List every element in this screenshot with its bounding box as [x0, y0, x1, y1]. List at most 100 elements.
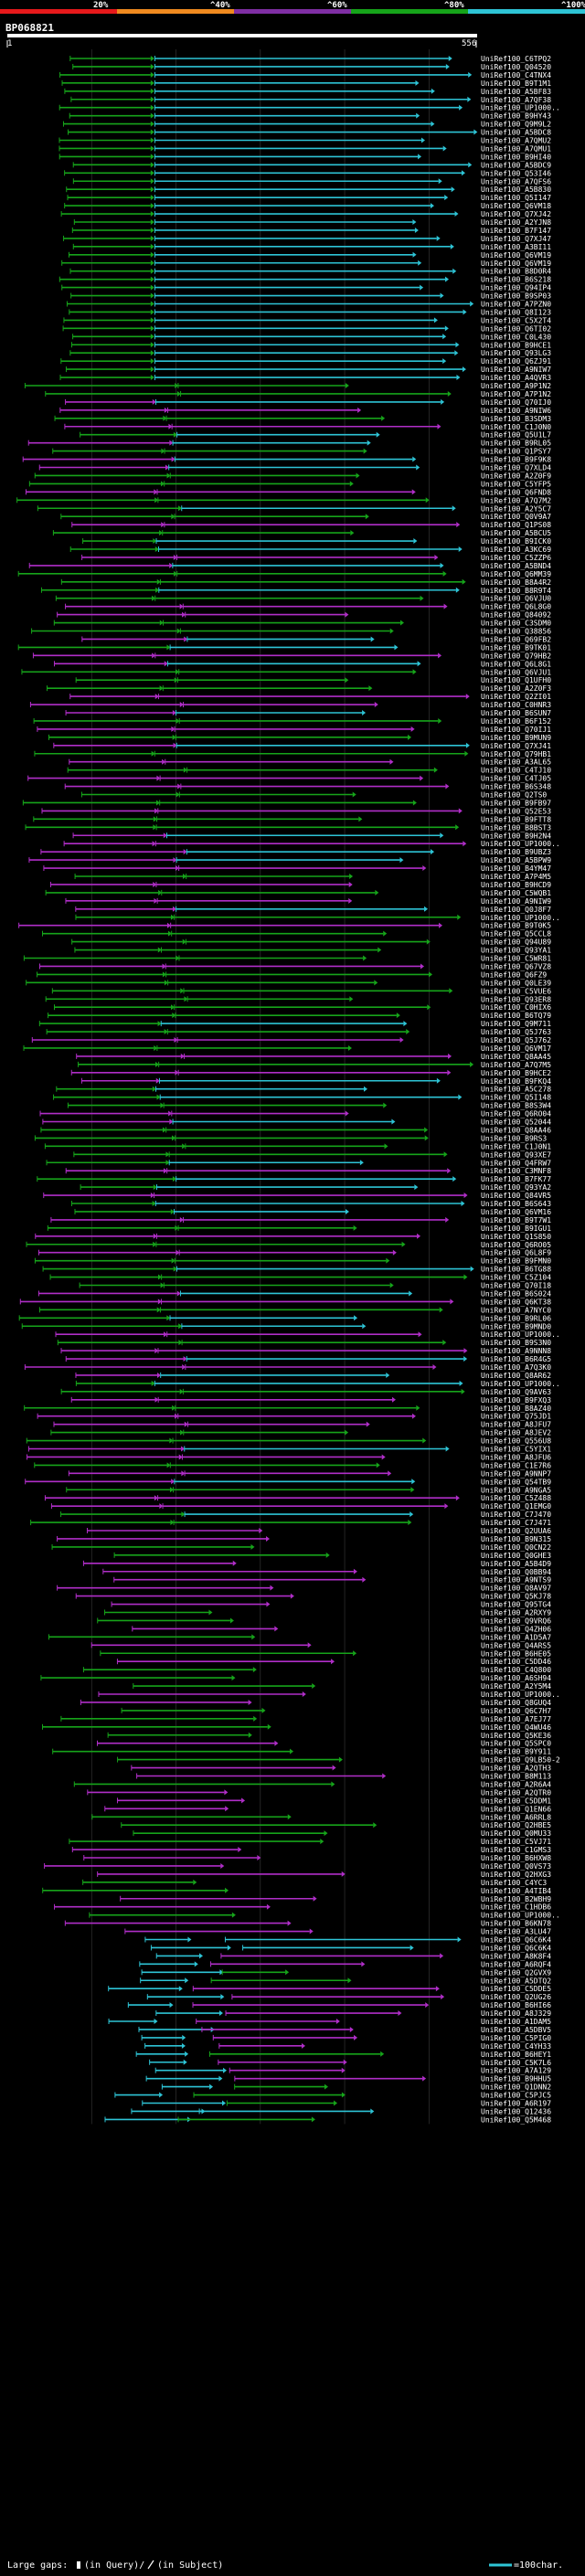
- hit-id[interactable]: UniRef100_A8JFU7: [481, 1421, 551, 1429]
- hit-id[interactable]: UniRef100_C3SDM0: [481, 620, 551, 628]
- hit-id[interactable]: UniRef100_C5WQB1: [481, 889, 551, 897]
- hit-id[interactable]: UniRef100_A7QMU1: [481, 144, 551, 153]
- hit-id[interactable]: UniRef100_Q94U89: [481, 938, 551, 947]
- hit-id[interactable]: UniRef100_A9NGA5: [481, 1486, 551, 1494]
- hit-id[interactable]: UniRef100_B7FK77: [481, 1175, 551, 1183]
- hit-id[interactable]: UniRef100_Q7XJ41: [481, 742, 551, 750]
- hit-id[interactable]: UniRef100_A5BPW9: [481, 856, 551, 864]
- hit-id[interactable]: UniRef100_Q67VZ8: [481, 962, 551, 970]
- hit-id[interactable]: UniRef100_C5X2T4: [481, 316, 551, 324]
- hit-id[interactable]: UniRef100_Q8AR62: [481, 1372, 551, 1380]
- hit-id[interactable]: UniRef100_Q6TI02: [481, 324, 551, 333]
- hit-id[interactable]: UniRef100_B9SP03: [481, 292, 551, 301]
- hit-id[interactable]: UniRef100_A6SH94: [481, 1674, 551, 1682]
- hit-id[interactable]: UniRef100_A9NIW7: [481, 366, 551, 374]
- hit-id[interactable]: UniRef100_A9P1N2: [481, 382, 551, 390]
- hit-id[interactable]: UniRef100_A5BDC8: [481, 129, 551, 137]
- hit-id[interactable]: UniRef100_C5ZZP6: [481, 554, 551, 562]
- hit-id[interactable]: UniRef100_B9RL05: [481, 440, 551, 448]
- hit-id[interactable]: UniRef100_C1E7R6: [481, 1461, 551, 1469]
- hit-id[interactable]: UniRef100_B9MND0: [481, 1322, 551, 1330]
- hit-id[interactable]: UniRef100_Q6VJU0: [481, 595, 551, 603]
- hit-id[interactable]: UniRef100_Q1PS08: [481, 521, 551, 529]
- hit-id[interactable]: UniRef100_B6F152: [481, 717, 551, 726]
- hit-id[interactable]: UniRef100_C5DD46: [481, 1658, 551, 1666]
- hit-id[interactable]: UniRef100_C5VUE6: [481, 987, 551, 995]
- hit-id[interactable]: UniRef100_Q2HXG3: [481, 1871, 551, 1879]
- hit-id[interactable]: UniRef100_A7NYC0: [481, 1306, 551, 1314]
- hit-id[interactable]: UniRef100_C5Z488: [481, 1494, 551, 1502]
- hit-id[interactable]: UniRef100_B6HEY1: [481, 2051, 551, 2059]
- hit-id[interactable]: UniRef100_Q93ER8: [481, 995, 551, 1003]
- hit-id[interactable]: UniRef100_UP1000..: [481, 1691, 560, 1699]
- hit-id[interactable]: UniRef100_B6HI66: [481, 2001, 551, 2009]
- hit-id[interactable]: UniRef100_C1HDB6: [481, 1903, 551, 1912]
- hit-id[interactable]: UniRef100_A7PZN0: [481, 301, 551, 309]
- hit-id[interactable]: UniRef100_Q9LB50-2: [481, 1756, 560, 1765]
- hit-id[interactable]: UniRef100_B9TK01: [481, 643, 551, 652]
- hit-id[interactable]: UniRef100_Q5J763: [481, 1028, 551, 1036]
- hit-id[interactable]: UniRef100_B8R9T4: [481, 587, 551, 595]
- hit-id[interactable]: UniRef100_Q6C7H7: [481, 1707, 551, 1715]
- hit-id[interactable]: UniRef100_Q6L8G0: [481, 603, 551, 611]
- hit-id[interactable]: UniRef100_B9FMN0: [481, 1257, 551, 1266]
- hit-id[interactable]: UniRef100_A9NIW9: [481, 897, 551, 906]
- hit-id[interactable]: UniRef100_Q54TB9: [481, 1478, 551, 1486]
- hit-id[interactable]: UniRef100_Q69FB2: [481, 635, 551, 643]
- hit-id[interactable]: UniRef100_C5Z104: [481, 1274, 551, 1282]
- hit-id[interactable]: UniRef100_Q6VM18: [481, 202, 551, 210]
- hit-id[interactable]: UniRef100_A2YJN8: [481, 218, 551, 227]
- hit-id[interactable]: UniRef100_B8A4R2: [481, 578, 551, 587]
- hit-id[interactable]: UniRef100_Q6FND8: [481, 488, 551, 496]
- hit-id[interactable]: UniRef100_A8JEV2: [481, 1429, 551, 1437]
- hit-id[interactable]: UniRef100_B9FTT8: [481, 815, 551, 823]
- hit-id[interactable]: UniRef100_Q6VM17: [481, 1044, 551, 1053]
- hit-id[interactable]: UniRef100_Q75JD1: [481, 1413, 551, 1421]
- hit-id[interactable]: UniRef100_Q6C6K4: [481, 1936, 551, 1945]
- hit-id[interactable]: UniRef100_Q84092: [481, 611, 551, 620]
- hit-id[interactable]: UniRef100_Q9M9L2: [481, 121, 551, 129]
- hit-id[interactable]: UniRef100_Q0LE39: [481, 979, 551, 987]
- hit-id[interactable]: UniRef100_B3SDM3: [481, 415, 551, 423]
- hit-id[interactable]: UniRef100_Q5J762: [481, 1036, 551, 1044]
- hit-id[interactable]: UniRef100_C0HNR3: [481, 701, 551, 709]
- hit-id[interactable]: UniRef100_A2QTR0: [481, 1788, 551, 1797]
- hit-id[interactable]: UniRef100_A5B4D9: [481, 1560, 551, 1568]
- hit-id[interactable]: UniRef100_UP1000..: [481, 104, 560, 112]
- hit-id[interactable]: UniRef100_B6SUN7: [481, 709, 551, 717]
- hit-id[interactable]: UniRef100_A4QVR3: [481, 374, 551, 382]
- hit-id[interactable]: UniRef100_B2WBH9: [481, 1895, 551, 1903]
- hit-id[interactable]: UniRef100_Q6FZ9: [481, 970, 547, 979]
- hit-id[interactable]: UniRef100_B6TG88: [481, 1266, 551, 1274]
- hit-id[interactable]: UniRef100_A8J329: [481, 2009, 551, 2018]
- hit-id[interactable]: UniRef100_A7QF38: [481, 96, 551, 104]
- hit-id[interactable]: UniRef100_A3AL65: [481, 758, 551, 767]
- hit-id[interactable]: UniRef100_B7F147: [481, 227, 551, 235]
- hit-id[interactable]: UniRef100_Q9M711: [481, 1020, 551, 1028]
- hit-id[interactable]: UniRef100_Q6VM16: [481, 1208, 551, 1216]
- hit-id[interactable]: UniRef100_Q4ARS5: [481, 1641, 551, 1649]
- hit-id[interactable]: UniRef100_Q1EN66: [481, 1805, 551, 1813]
- hit-id[interactable]: UniRef100_B9N315: [481, 1535, 551, 1543]
- hit-id[interactable]: UniRef100_Q8AA46: [481, 1126, 551, 1134]
- hit-id[interactable]: UniRef100_B9ICK0: [481, 537, 551, 546]
- hit-id[interactable]: UniRef100_B6KN78: [481, 1920, 551, 1928]
- hit-id[interactable]: UniRef100_Q5SPC0: [481, 1740, 551, 1748]
- hit-id[interactable]: UniRef100_A8K8F4: [481, 1952, 551, 1960]
- hit-id[interactable]: UniRef100_C1GMS3: [481, 1846, 551, 1854]
- hit-id[interactable]: UniRef100_C1J0N0: [481, 423, 551, 431]
- hit-id[interactable]: UniRef100_Q5M468: [481, 2115, 551, 2124]
- hit-id[interactable]: UniRef100_Q2TS0: [481, 791, 547, 800]
- hit-id[interactable]: UniRef100_Q5U1L7: [481, 431, 551, 440]
- hit-id[interactable]: UniRef100_A7P4M5: [481, 873, 551, 881]
- hit-id[interactable]: UniRef100_Q7XLD4: [481, 464, 551, 472]
- hit-id[interactable]: UniRef100_Q6RO04: [481, 1110, 551, 1118]
- hit-id[interactable]: UniRef100_A2Z0F9: [481, 472, 551, 480]
- hit-id[interactable]: UniRef100_B8BST3: [481, 823, 551, 832]
- hit-id[interactable]: UniRef100_A2QTH3: [481, 1765, 551, 1773]
- hit-id[interactable]: UniRef100_B6TQ79: [481, 1012, 551, 1020]
- hit-id[interactable]: UniRef100_Q70I18: [481, 1282, 551, 1290]
- hit-id[interactable]: UniRef100_Q556U8: [481, 1437, 551, 1446]
- hit-id[interactable]: UniRef100_UP1000..: [481, 1912, 560, 1920]
- hit-id[interactable]: UniRef100_UP1000..: [481, 840, 560, 848]
